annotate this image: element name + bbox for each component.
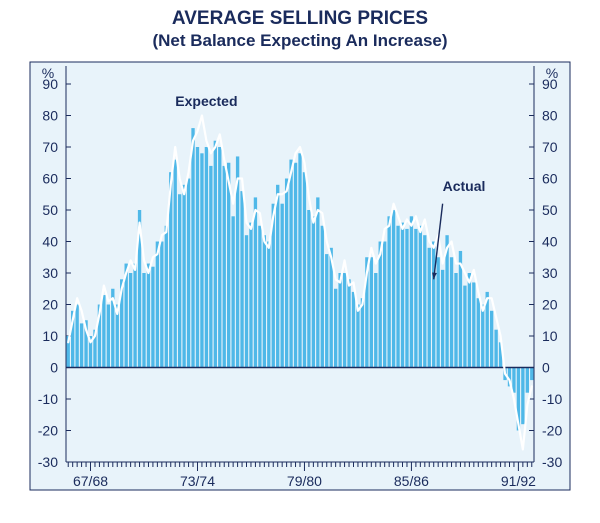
svg-text:60: 60: [42, 171, 58, 187]
svg-text:-10: -10: [542, 391, 562, 407]
svg-text:40: 40: [42, 234, 58, 250]
svg-text:91/92: 91/92: [501, 473, 536, 489]
svg-text:70: 70: [542, 139, 558, 155]
svg-text:-30: -30: [542, 454, 562, 470]
svg-text:0: 0: [50, 360, 58, 376]
svg-text:Expected: Expected: [175, 93, 237, 109]
svg-text:20: 20: [42, 297, 58, 313]
svg-text:-10: -10: [38, 391, 58, 407]
svg-text:40: 40: [542, 234, 558, 250]
svg-text:50: 50: [542, 202, 558, 218]
chart-container: AVERAGE SELLING PRICES (Net Balance Expe…: [0, 0, 600, 523]
svg-text:67/68: 67/68: [73, 473, 108, 489]
svg-text:30: 30: [42, 265, 58, 281]
svg-text:-30: -30: [38, 454, 58, 470]
svg-text:50: 50: [42, 202, 58, 218]
svg-text:70: 70: [42, 139, 58, 155]
svg-text:-20: -20: [542, 423, 562, 439]
svg-text:30: 30: [542, 265, 558, 281]
svg-text:73/74: 73/74: [180, 473, 215, 489]
svg-text:80: 80: [542, 108, 558, 124]
svg-text:85/86: 85/86: [394, 473, 429, 489]
svg-text:90: 90: [542, 76, 558, 92]
svg-text:Actual: Actual: [443, 178, 486, 194]
svg-text:90: 90: [42, 76, 58, 92]
svg-text:10: 10: [542, 328, 558, 344]
chart-plot: %%-30-30-20-20-10-1000101020203030404050…: [0, 0, 600, 523]
svg-text:60: 60: [542, 171, 558, 187]
svg-text:79/80: 79/80: [287, 473, 322, 489]
svg-text:20: 20: [542, 297, 558, 313]
svg-text:-20: -20: [38, 423, 58, 439]
svg-text:0: 0: [542, 360, 550, 376]
svg-text:80: 80: [42, 108, 58, 124]
svg-text:10: 10: [42, 328, 58, 344]
